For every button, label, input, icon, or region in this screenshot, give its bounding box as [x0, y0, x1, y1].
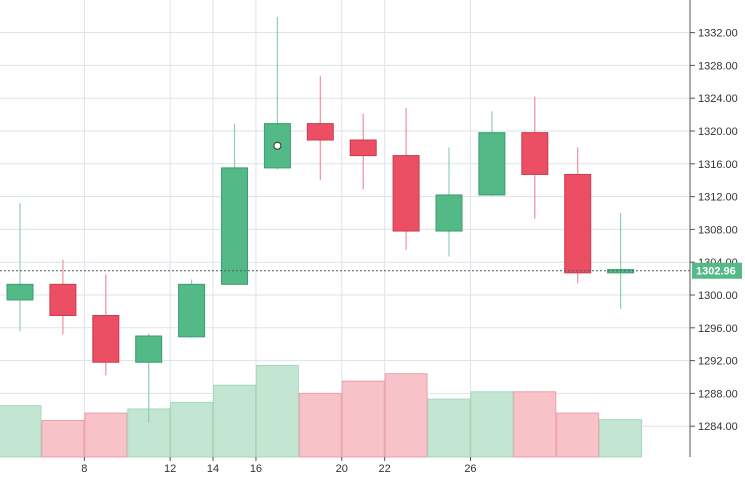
x-tick-label: 26 [464, 463, 476, 475]
candle-layer [6, 17, 635, 423]
y-tick-label: 1324.00 [698, 93, 738, 105]
grid-layer [0, 0, 690, 457]
y-tick-label: 1284.00 [698, 421, 738, 433]
candle-body-down[interactable] [349, 139, 377, 157]
last-price-badge: 1302.96 [692, 262, 742, 279]
volume-bar [298, 392, 342, 458]
last-price-badge-box [692, 262, 742, 279]
y-tick-label: 1296.00 [698, 323, 738, 335]
volume-bar [255, 365, 299, 458]
volume-bar [41, 419, 85, 458]
volume-bar [170, 401, 214, 458]
candle-body-up[interactable] [178, 283, 206, 338]
x-tick-label: 22 [379, 463, 391, 475]
volume-bar [599, 419, 643, 458]
y-tick-label: 1312.00 [698, 192, 738, 204]
candle-body-up[interactable] [221, 167, 248, 285]
volume-bar [470, 391, 514, 458]
y-tick-label: 1332.00 [698, 28, 738, 40]
candle-body-down[interactable] [564, 173, 592, 274]
volume-bar [341, 380, 385, 458]
candle-body-down[interactable] [306, 123, 334, 141]
volume-bar [427, 398, 471, 458]
candle-body-up[interactable] [435, 194, 463, 232]
price-axis: 1284.001288.001292.001296.001300.001304.… [690, 28, 738, 433]
volume-bar [0, 405, 42, 458]
volume-bar [84, 412, 128, 458]
candle-body-down[interactable] [521, 132, 549, 175]
x-tick-label: 12 [164, 463, 176, 475]
volume-bar [556, 412, 600, 458]
y-tick-label: 1288.00 [698, 388, 738, 400]
x-tick-label: 14 [207, 463, 219, 475]
candle-body-up[interactable] [6, 283, 34, 301]
volume-bar [384, 373, 428, 458]
candle-body-down[interactable] [49, 283, 77, 316]
y-tick-label: 1308.00 [698, 224, 738, 236]
y-tick-label: 1328.00 [698, 60, 738, 72]
candle-body-down[interactable] [392, 155, 420, 232]
candle-body-down[interactable] [92, 315, 120, 363]
candle-body-up[interactable] [135, 335, 163, 363]
last-price-label: 1302.96 [696, 266, 736, 278]
y-tick-label: 1300.00 [698, 290, 738, 302]
time-axis: 8 12 14 16 20 22 26 [81, 457, 477, 475]
x-tick-label: 20 [336, 463, 348, 475]
y-tick-label: 1320.00 [698, 126, 738, 138]
volume-bar [213, 384, 256, 458]
cursor-marker [273, 141, 282, 150]
candle-body-up[interactable] [478, 132, 506, 196]
volume-bar [513, 391, 557, 458]
y-tick-label: 1316.00 [698, 159, 738, 171]
volume-layer [0, 365, 643, 458]
y-tick-label: 1292.00 [698, 356, 738, 368]
x-tick-label: 16 [250, 463, 262, 475]
x-tick-label: 8 [81, 463, 87, 475]
